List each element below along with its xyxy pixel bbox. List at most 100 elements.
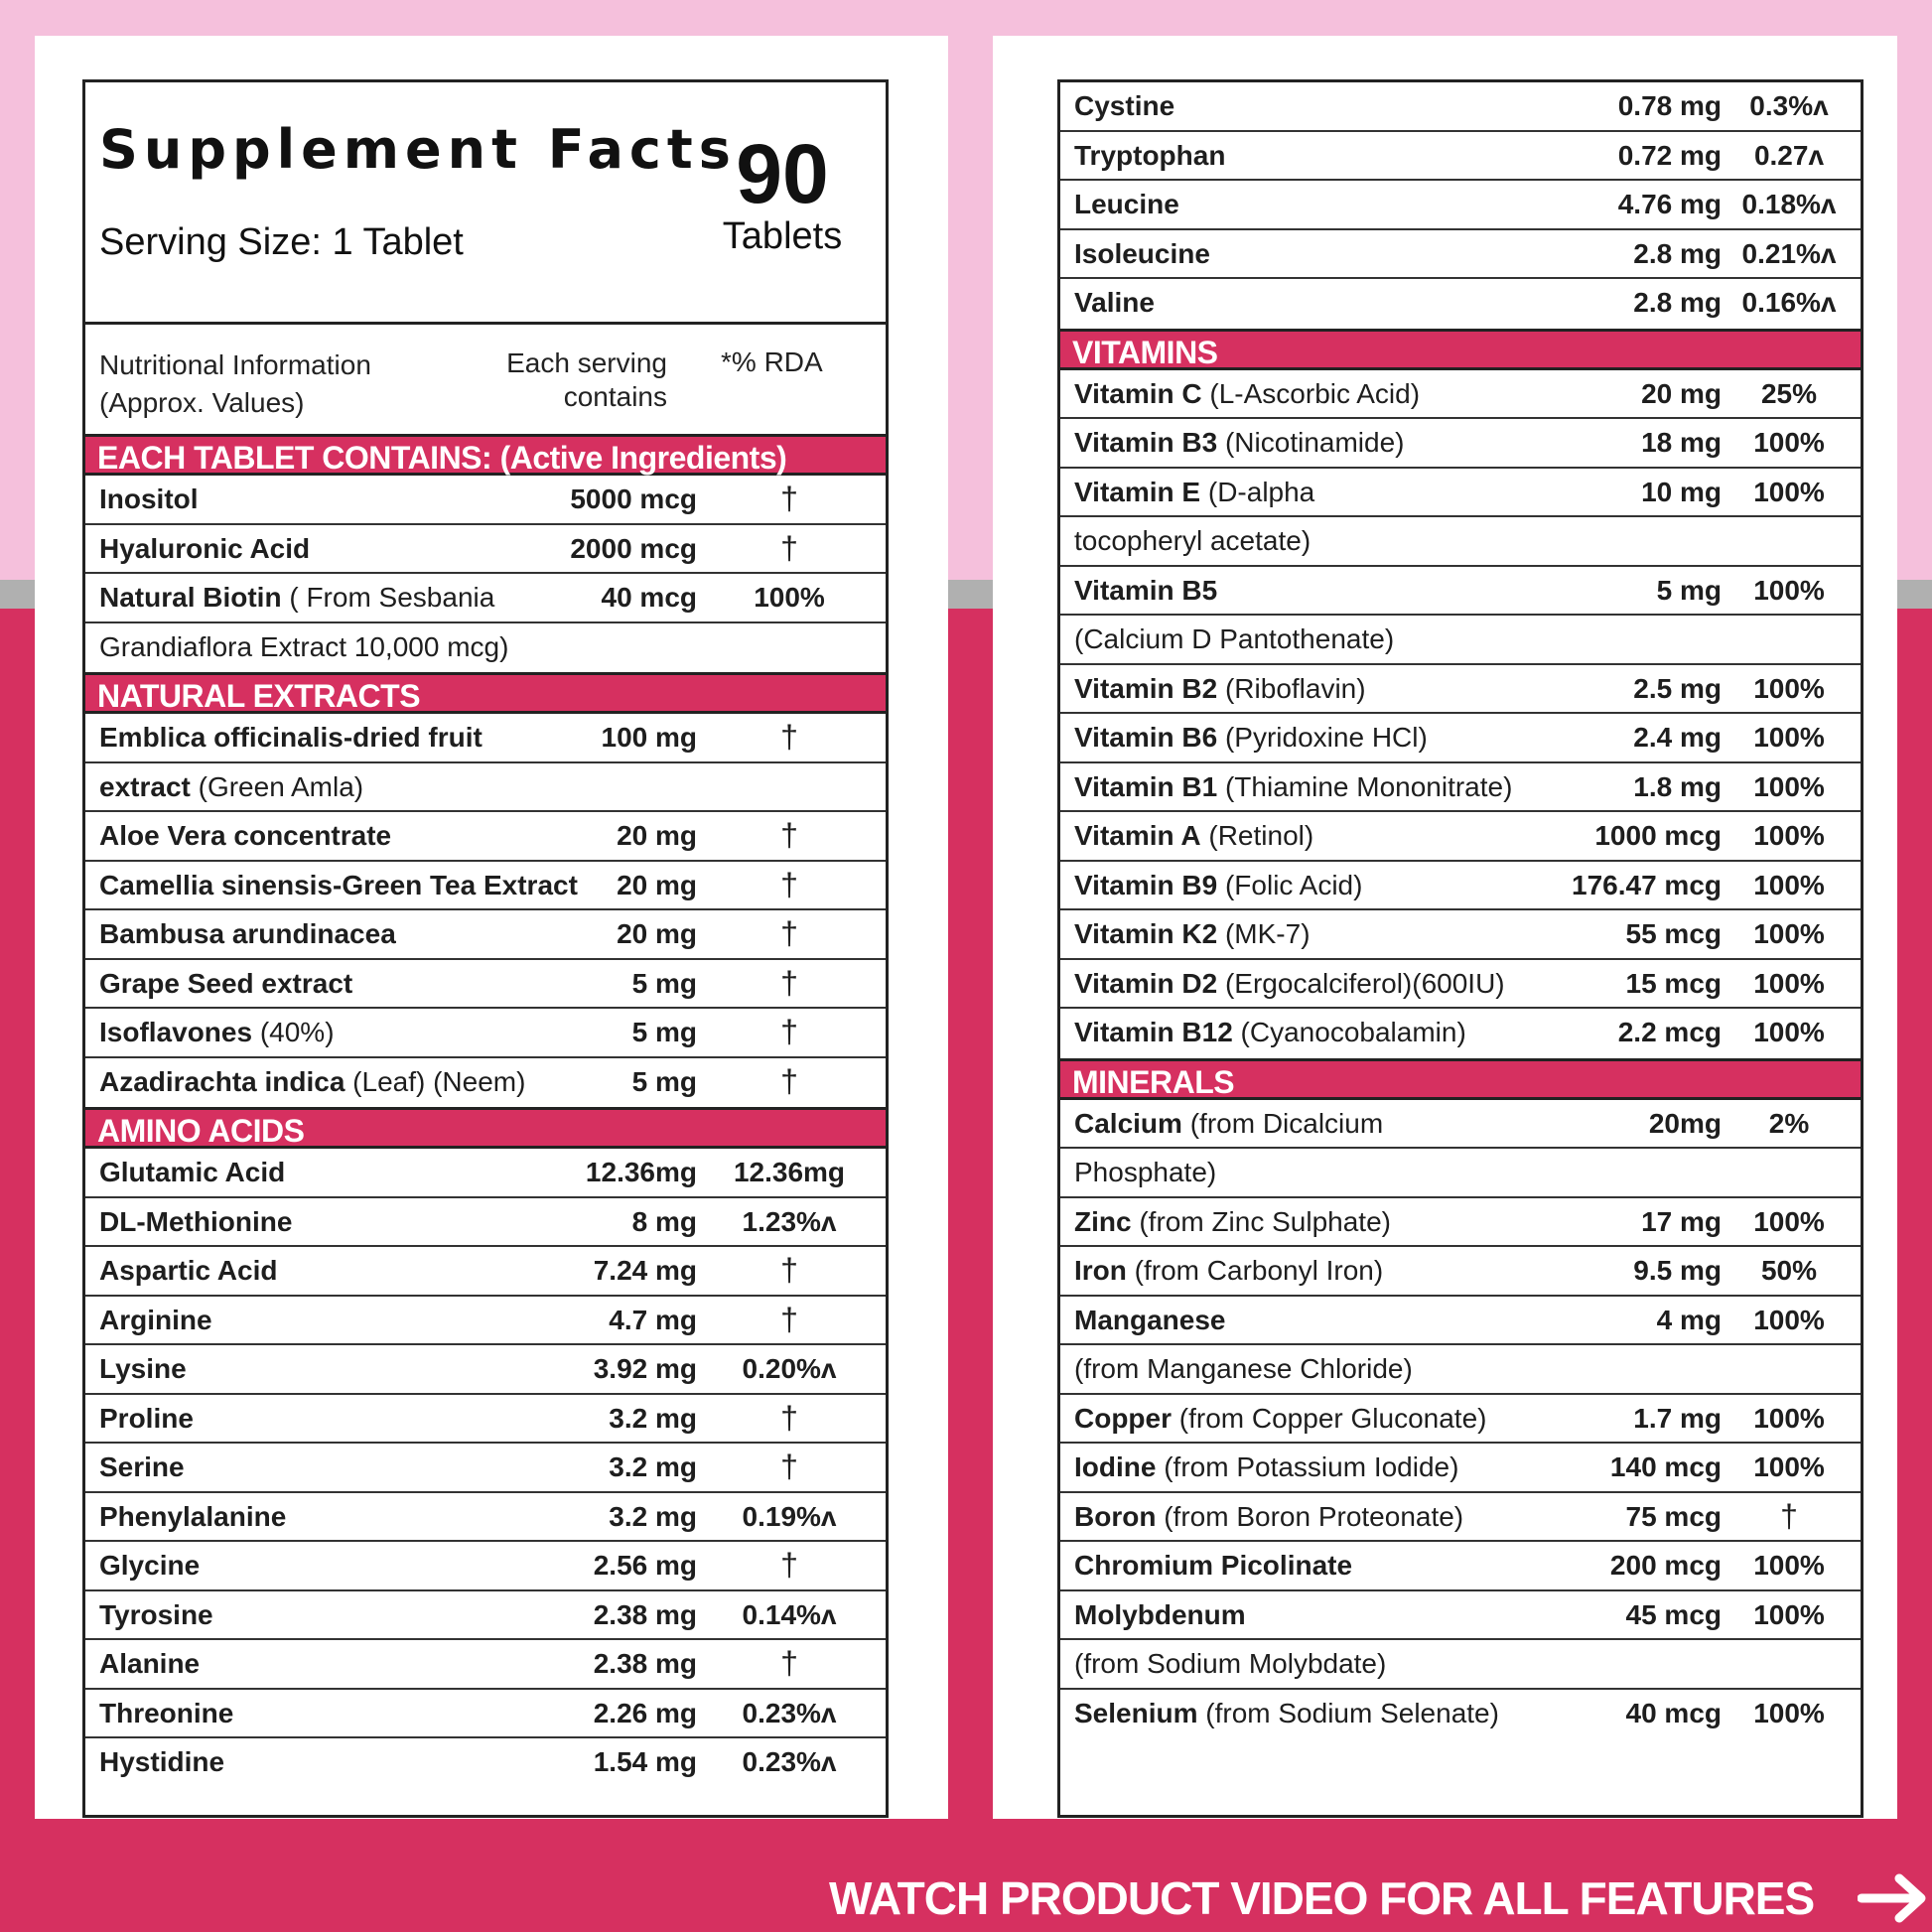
section-minerals: MINERALS	[1060, 1057, 1861, 1100]
ingredient-name: Isoleucine	[1074, 230, 1210, 277]
table-row: Manganese 4 mg 100%	[1060, 1297, 1861, 1345]
table-row: Copper (from Copper Gluconate) 1.7 mg 100%	[1060, 1395, 1861, 1444]
table-row: Iodine (from Potassium Iodide) 140 mcg 100…	[1060, 1444, 1861, 1493]
ingredient-name: Copper (from Copper Gluconate)	[1074, 1395, 1486, 1442]
ingredient-name: Cystine	[1074, 82, 1174, 129]
ingredient-name: Aloe Vera concentrate	[99, 812, 391, 859]
tablet-count-label: Tablets	[722, 215, 843, 257]
ingredient-amount: 20 mg	[1641, 377, 1722, 409]
ingredient-name-bold: Isoleucine	[1074, 237, 1210, 269]
dagger-icon: †	[780, 817, 798, 853]
ingredient-amount: 2.38 mg	[593, 1648, 697, 1679]
ingredient-source: (MK-7)	[1217, 918, 1311, 949]
ingredient-name-bold: Vitamin B1	[1074, 770, 1218, 802]
dagger-icon: †	[780, 964, 798, 1001]
ingredient-amount: 4.7 mg	[609, 1304, 697, 1335]
ingredient-name-bold: Aspartic Acid	[99, 1255, 278, 1286]
ingredient-rda: 100%	[1753, 1697, 1825, 1728]
table-row: Alanine 2.38 mg †	[85, 1640, 886, 1690]
ingredient-name: Vitamin B5	[1074, 567, 1217, 614]
section-active-ingredients: EACH TABLET CONTAINS: (Active Ingredient…	[85, 434, 886, 476]
ingredient-amount: 140 mcg	[1609, 1451, 1722, 1482]
ingredient-amount: 2000 mcg	[570, 532, 697, 564]
table-row: (from Manganese Chloride)	[1060, 1345, 1861, 1395]
ingredient-amount: 20 mg	[617, 918, 697, 949]
table-row: Iron (from Carbonyl Iron) 9.5 mg 50%	[1060, 1247, 1861, 1297]
ingredient-name: Arginine	[99, 1297, 212, 1343]
ingredient-amount: 0.72 mg	[1617, 139, 1722, 171]
ingredient-name: Chromium Picolinate	[1074, 1542, 1352, 1588]
amino-acids-list: Glutamic Acid 12.36mg 12.36mg DL-Methionine…	[85, 1149, 886, 1788]
table-row: Tyrosine 2.38 mg 0.14%ʌ	[85, 1591, 886, 1640]
ingredient-rda: 100%	[1753, 1451, 1825, 1482]
ingredient-name-bold: Hyaluronic Acid	[99, 532, 311, 564]
ingredient-name-bold: Glutamic Acid	[99, 1157, 286, 1187]
ingredient-name-bold: Vitamin E	[1074, 476, 1201, 507]
ingredient-name-bold: Cystine	[1074, 90, 1175, 121]
ingredient-amount: 4 mg	[1656, 1304, 1722, 1335]
ingredient-name: Serine	[99, 1444, 185, 1490]
ingredient-rda: 100%	[1753, 427, 1825, 458]
ingredient-name-bold: Proline	[99, 1402, 194, 1434]
ingredient-rda: 0.16%ʌ	[1741, 287, 1837, 318]
table-row: Vitamin B5 5 mg 100%	[1060, 567, 1861, 616]
ingredient-rda: 100%	[1753, 722, 1825, 753]
ingredient-rda: 2%	[1768, 1107, 1810, 1139]
ingredient-source: (Folic Acid)	[1217, 869, 1363, 900]
ingredient-name-bold: Vitamin C	[1074, 377, 1202, 409]
ingredient-name-bold: Grape Seed extract	[99, 967, 353, 999]
table-row: Zinc (from Zinc Sulphate) 17 mg 100%	[1060, 1198, 1861, 1247]
watch-video-cta[interactable]: WATCH PRODUCT VIDEO FOR ALL FEATURES	[829, 1859, 1929, 1932]
table-row: Arginine 4.7 mg †	[85, 1297, 886, 1345]
ingredient-source: (Leaf) (Neem)	[345, 1065, 526, 1097]
ingredient-rda: 100%	[1753, 869, 1825, 900]
table-row: Natural Biotin ( From Sesbania 40 mcg 100%	[85, 574, 886, 623]
ingredient-source: ( From Sesbania	[281, 582, 495, 613]
table-row: Proline 3.2 mg †	[85, 1395, 886, 1444]
ingredient-name: DL-Methionine	[99, 1198, 292, 1245]
ingredient-name-bold: Boron	[1074, 1500, 1157, 1532]
table-row: (Calcium D Pantothenate)	[1060, 616, 1861, 665]
ingredient-name-bold: Bambusa arundinacea	[99, 918, 396, 949]
table-row: Leucine 4.76 mg 0.18%ʌ	[1060, 181, 1861, 230]
active-ingredients-list: Inositol 5000 mcg † Hyaluronic Acid 2000 mcg…	[85, 476, 886, 672]
ingredient-name: Phenylalanine	[99, 1493, 286, 1540]
table-row: Grape Seed extract 5 mg †	[85, 960, 886, 1009]
ingredient-name-bold: Iron	[1074, 1255, 1127, 1286]
ingredient-rda: 0.14%ʌ	[742, 1598, 837, 1630]
ingredient-name-bold: Selenium	[1074, 1697, 1198, 1728]
col-header-nutrition: Nutritional Information (Approx. Values)	[99, 346, 371, 422]
ingredient-amount: 75 mcg	[1625, 1500, 1723, 1532]
ingredient-rda: 100%	[1753, 1402, 1825, 1434]
ingredient-source: (from Copper Gluconate)	[1172, 1402, 1487, 1434]
ingredient-rda: 100%	[1753, 1017, 1825, 1047]
serving-size: Serving Size: 1 Tablet	[99, 221, 464, 263]
table-row: Vitamin B6 (Pyridoxine HCl) 2.4 mg 100%	[1060, 714, 1861, 763]
dagger-icon: †	[780, 719, 798, 755]
ingredient-name: extract (Green Amla)	[99, 763, 363, 810]
table-row: Threonine 2.26 mg 0.23%ʌ	[85, 1690, 886, 1738]
col-header-nutrition-line1: Nutritional Information	[99, 349, 371, 380]
dagger-icon: †	[780, 1301, 798, 1337]
table-row: Aloe Vera concentrate 20 mg †	[85, 812, 886, 862]
ingredient-rda: 100%	[1753, 1304, 1825, 1335]
ingredient-name-bold: DL-Methionine	[99, 1205, 293, 1237]
ingredient-rda: 0.23%ʌ	[742, 1746, 837, 1777]
ingredient-amount: 3.2 mg	[609, 1500, 697, 1532]
ingredient-rda: 100%	[754, 582, 825, 613]
amino-acids-continued-list: Cystine 0.78 mg 0.3%ʌ Tryptophan 0.72 mg 0.27…	[1060, 82, 1861, 329]
ingredient-source: (Nicotinamide)	[1217, 427, 1405, 458]
table-row: Vitamin E (D-alpha 10 mg 100%	[1060, 469, 1861, 517]
ingredient-rda: 25%	[1760, 377, 1818, 409]
dagger-icon: †	[780, 1062, 798, 1099]
ingredient-rda: 100%	[1753, 1598, 1825, 1630]
col-header-nutrition-line2: (Approx. Values)	[99, 387, 305, 418]
table-row: Hystidine 1.54 mg 0.23%ʌ	[85, 1738, 886, 1788]
ingredient-name-bold: Isoflavones	[99, 1017, 253, 1047]
ingredient-amount: 100 mg	[601, 722, 698, 753]
ingredient-amount: 17 mg	[1641, 1205, 1722, 1237]
left-card: Supplement Facts Serving Size: 1 Tablet …	[35, 36, 948, 1819]
ingredient-name-bold: Azadirachta indica	[99, 1065, 345, 1097]
table-row: Bambusa arundinacea 20 mg †	[85, 910, 886, 960]
table-row: tocopheryl acetate)	[1060, 517, 1861, 567]
